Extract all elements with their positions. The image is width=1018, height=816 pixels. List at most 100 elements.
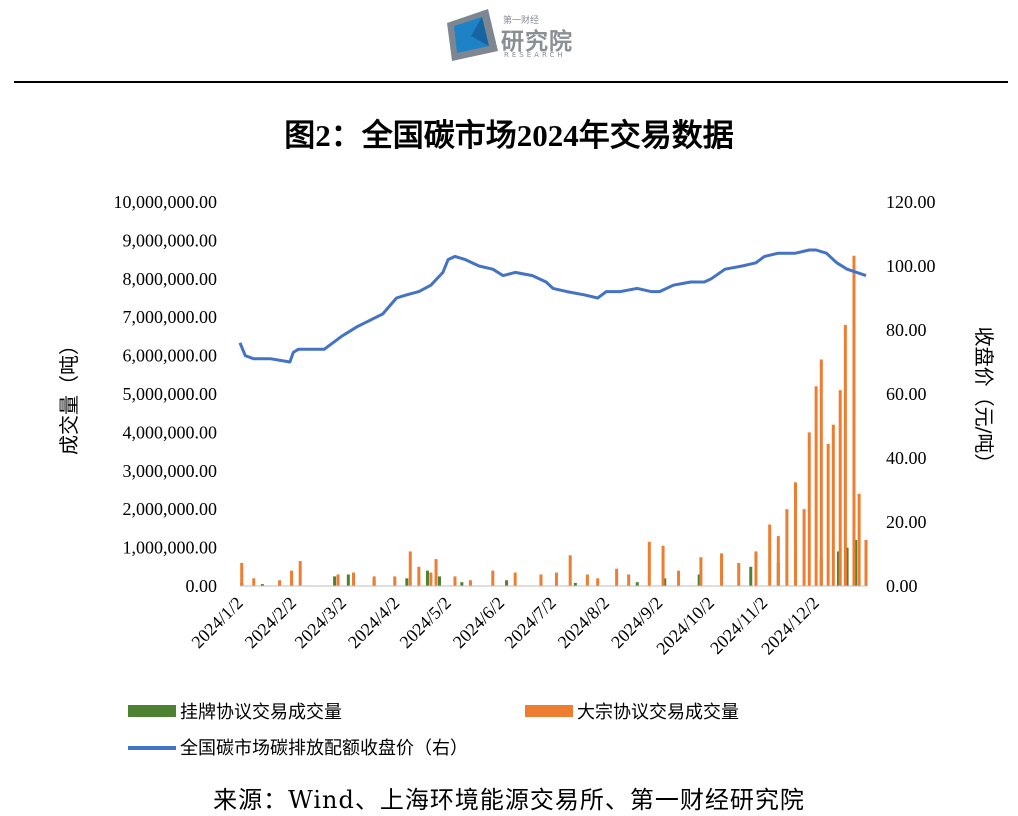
orange-bar [754, 551, 758, 586]
orange-bar [843, 324, 847, 586]
orange-bar [802, 509, 806, 586]
orange-bar [554, 572, 558, 586]
green-bar [346, 574, 350, 586]
right-tick-label: 120.00 [886, 192, 936, 212]
orange-bar [596, 578, 600, 586]
orange-bar [857, 493, 861, 586]
green-bar [845, 547, 849, 586]
logo-small-text: 第一财经 [503, 16, 540, 26]
orange-bar [720, 553, 724, 586]
green-bar [854, 539, 858, 586]
legend-orange-label: 大宗协议交易成交量 [577, 702, 739, 723]
orange-bar [278, 580, 282, 586]
x-ticks: 2024/1/22024/2/22024/3/22024/4/22024/5/2… [187, 593, 823, 659]
x-tick-label: 2024/5/2 [396, 593, 455, 652]
legend-green-label: 挂牌协议交易成交量 [180, 702, 342, 723]
orange-bar [838, 390, 842, 586]
green-bar [260, 584, 264, 586]
orange-bar [513, 572, 517, 586]
left-y-ticks: 0.00 1,000,000.00 2,000,000.00 3,000,000.00… [114, 192, 218, 596]
orange-bar [434, 559, 438, 586]
left-tick-label: 2,000,000.00 [123, 499, 218, 519]
left-tick-label: 7,000,000.00 [123, 307, 218, 327]
green-bar [437, 576, 441, 586]
orange-bar [768, 524, 772, 586]
orange-bar [852, 255, 856, 586]
orange-bar [408, 551, 412, 586]
green-bar [425, 570, 429, 586]
left-tick-label: 5,000,000.00 [123, 384, 218, 404]
right-tick-label: 0.00 [886, 576, 918, 596]
x-tick-label: 2024/2/2 [241, 593, 300, 652]
orange-bar [252, 578, 256, 586]
orange-bar [737, 562, 741, 586]
green-bar [333, 576, 337, 586]
orange-bar [372, 576, 376, 586]
header-rule [14, 81, 1008, 83]
orange-bar [468, 580, 472, 586]
x-tick-label: 2024/7/2 [500, 593, 559, 652]
green-bar [460, 582, 464, 586]
left-tick-label: 4,000,000.00 [123, 422, 218, 442]
green-bar [663, 578, 667, 586]
orange-bar [615, 568, 619, 586]
green-bar [697, 574, 701, 586]
orange-bar [699, 557, 703, 586]
right-axis-title: 收盘价（元/吨） [972, 327, 996, 474]
left-axis-title: 成交量（吨） [57, 335, 81, 455]
orange-bar [776, 536, 780, 586]
green-bar [405, 578, 409, 586]
green-bar-series [240, 539, 868, 586]
logo-mark-icon [447, 9, 498, 61]
legend-blue-swatch [128, 746, 176, 750]
orange-bar [661, 545, 665, 586]
right-tick-label: 80.00 [886, 320, 927, 340]
right-tick-label: 60.00 [886, 384, 927, 404]
orange-bar [793, 482, 797, 586]
x-tick-label: 2024/3/2 [291, 593, 350, 652]
orange-bar [831, 424, 835, 586]
logo-en-text: RESEARCH [504, 51, 566, 59]
left-tick-label: 0.00 [186, 576, 218, 596]
right-tick-label: 40.00 [886, 448, 927, 468]
orange-bar [429, 572, 433, 586]
legend-green-swatch [128, 705, 176, 717]
orange-bar [807, 432, 811, 586]
green-bar [749, 566, 753, 586]
orange-bar [677, 570, 681, 586]
orange-bar [290, 570, 294, 586]
legend-blue-label: 全国碳市场碳排放配额收盘价（右） [180, 738, 468, 759]
orange-bar [585, 574, 589, 586]
right-y-ticks: 0.00 20.00 40.00 60.00 80.00 100.00 120.00 [886, 192, 936, 596]
orange-bar [785, 509, 789, 586]
x-tick-label: 2024/6/2 [449, 593, 508, 652]
green-bar [573, 582, 577, 586]
left-tick-label: 1,000,000.00 [123, 538, 218, 558]
orange-bar [393, 576, 397, 586]
orange-bar [819, 359, 823, 586]
orange-bar [814, 386, 818, 586]
green-bar [505, 580, 509, 586]
x-tick-label: 2024/4/2 [344, 593, 403, 652]
green-bar [836, 551, 840, 586]
brand-logo: 第一财经 研究院 RESEARCH [440, 6, 580, 64]
orange-bar [539, 574, 543, 586]
orange-bar [647, 541, 651, 586]
x-tick-label: 2024/8/2 [554, 593, 613, 652]
right-tick-label: 20.00 [886, 512, 927, 532]
orange-bar [826, 443, 830, 586]
right-tick-label: 100.00 [886, 256, 936, 276]
green-bar [635, 582, 639, 586]
orange-bar [336, 574, 340, 586]
orange-bar [491, 570, 495, 586]
orange-bar [240, 562, 244, 586]
left-tick-label: 10,000,000.00 [114, 192, 218, 212]
left-tick-label: 9,000,000.00 [123, 230, 218, 250]
left-tick-label: 6,000,000.00 [123, 346, 218, 366]
x-tick-label: 2024/1/2 [187, 593, 246, 652]
orange-bar [453, 576, 457, 586]
chart-canvas: 0.00 1,000,000.00 2,000,000.00 3,000,000.00… [57, 192, 996, 659]
orange-bar [298, 561, 302, 586]
orange-bar [352, 572, 356, 586]
left-tick-label: 8,000,000.00 [123, 269, 218, 289]
